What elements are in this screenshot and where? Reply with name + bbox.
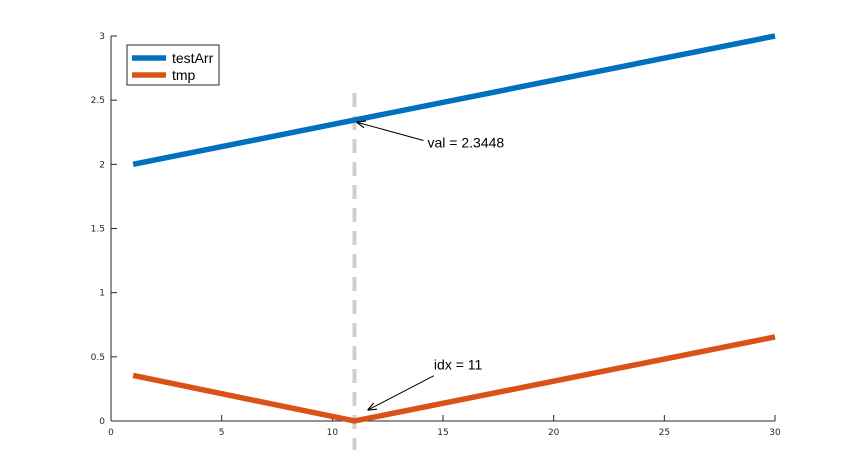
legend-label: tmp bbox=[172, 67, 196, 83]
y-tick-label: 0 bbox=[99, 417, 105, 427]
x-tick-label: 5 bbox=[219, 428, 225, 438]
series-line-tmp bbox=[132, 334, 776, 424]
x-tick-label: 0 bbox=[108, 428, 114, 438]
x-tick-label: 15 bbox=[437, 428, 448, 438]
annotation-arrow bbox=[368, 375, 435, 411]
legend-box bbox=[126, 44, 220, 86]
ticks: 0 5 10 15 20 25 30 0 0.5 1 1.5 2 2.5 3 bbox=[91, 32, 781, 438]
annotation-label: idx = 11 bbox=[434, 357, 483, 373]
y-tick-label: 2 bbox=[99, 160, 105, 170]
annotation-arrow bbox=[356, 122, 424, 141]
legend-label: testArr bbox=[172, 50, 214, 66]
y-tick-label: 0.5 bbox=[91, 353, 105, 363]
annotation-label: val = 2.3448 bbox=[428, 135, 505, 151]
x-tick-label: 30 bbox=[769, 428, 781, 438]
y-tick-label: 2.5 bbox=[91, 96, 105, 106]
series-line-testArr bbox=[132, 33, 776, 167]
x-tick-label: 25 bbox=[659, 428, 670, 438]
x-tick-label: 10 bbox=[327, 428, 339, 438]
y-tick-label: 3 bbox=[99, 32, 105, 42]
annotations: val = 2.3448 idx = 11 bbox=[356, 122, 504, 410]
series-group bbox=[132, 33, 776, 424]
y-tick-label: 1 bbox=[99, 289, 105, 299]
y-tick-label: 1.5 bbox=[91, 225, 105, 235]
x-tick-label: 20 bbox=[548, 428, 560, 438]
